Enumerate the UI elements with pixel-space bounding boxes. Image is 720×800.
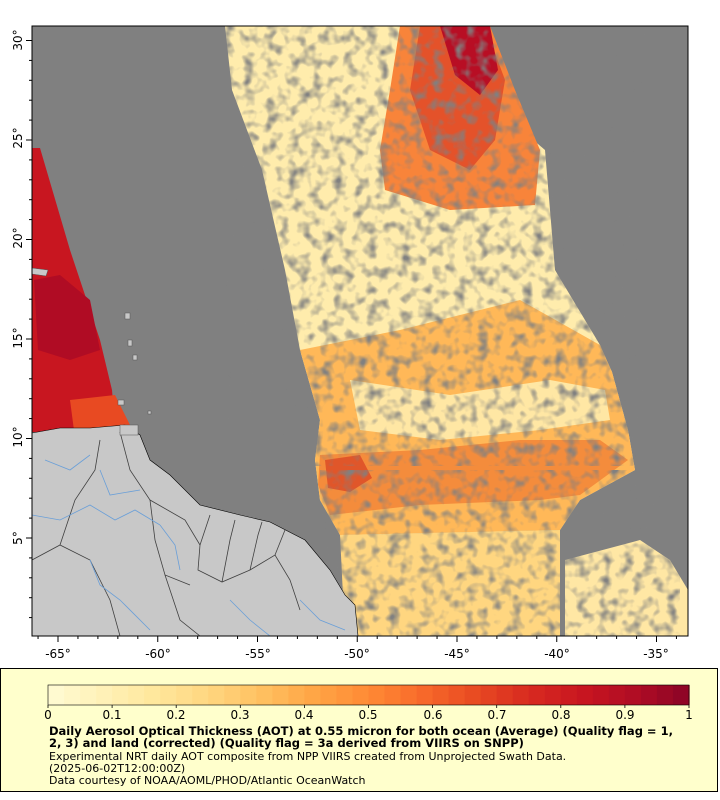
colorbar-cell (192, 685, 209, 705)
aot-map: -65° -60° -55° -50° -45° -40° -35° 5° 10… (11, 25, 689, 661)
colorbar-tick-label: 0.8 (551, 708, 570, 722)
plot-frame (31, 25, 689, 637)
colorbar-cell (496, 685, 514, 705)
colorbar-cell (160, 685, 177, 705)
colorbar-cells (48, 685, 690, 705)
x-tick-label: -60° (145, 647, 171, 661)
colorbar-tick-label: 0.2 (166, 708, 185, 722)
x-tick-label: -45° (444, 647, 470, 661)
colorbar-cell (512, 685, 530, 705)
colorbar: 0 0.1 0.2 0.3 0.4 0.5 0.6 0.7 0.8 0.9 1 (44, 684, 693, 722)
colorbar-cell (336, 685, 354, 705)
colorbar-cell (80, 685, 97, 705)
colorbar-cell (320, 685, 338, 705)
colorbar-cell (208, 685, 225, 705)
colorbar-cell (304, 685, 322, 705)
rivers (32, 454, 346, 636)
colorbar-cell (464, 685, 482, 705)
colorbar-cell (96, 685, 113, 705)
x-tick-label: -50° (344, 647, 370, 661)
colorbar-tick-label: 0.9 (615, 708, 634, 722)
colorbar-cell (144, 685, 161, 705)
colorbar-cell (592, 685, 610, 705)
colorbar-cell (656, 685, 674, 705)
colorbar-cell (416, 685, 434, 705)
colorbar-labels: 0 0.1 0.2 0.3 0.4 0.5 0.6 0.7 0.8 0.9 1 (44, 708, 693, 722)
y-tick-label: 20° (11, 227, 25, 248)
colorbar-cell (288, 685, 306, 705)
caption-title: Daily Aerosol Optical Thickness (AOT) at… (49, 724, 673, 750)
axis-ticks (26, 40, 677, 642)
colorbar-cell (448, 685, 466, 705)
colorbar-cell (240, 685, 257, 705)
colorbar-cell (272, 685, 289, 705)
colorbar-tick-label: 0.1 (102, 708, 121, 722)
colorbar-cell (128, 685, 145, 705)
caption-credit: Data courtesy of NOAA/AOML/PHOD/Atlantic… (49, 774, 366, 787)
colorbar-cell (64, 685, 81, 705)
colorbar-tick-label: 0.3 (230, 708, 249, 722)
colorbar-cell (608, 685, 626, 705)
colorbar-cell (384, 685, 402, 705)
legend-panel: 0 0.1 0.2 0.3 0.4 0.5 0.6 0.7 0.8 0.9 1 … (0, 668, 718, 792)
y-tick-label: 30° (11, 29, 25, 50)
colorbar-ticks (47, 705, 690, 708)
colorbar-tick-label: 0.7 (487, 708, 506, 722)
x-tick-label: -40° (544, 647, 570, 661)
colorbar-cell (224, 685, 241, 705)
land-south-america (32, 424, 359, 636)
y-tick-label: 5° (11, 531, 25, 545)
colorbar-cell (400, 685, 418, 705)
x-tick-label: -55° (245, 647, 271, 661)
colorbar-cell (256, 685, 273, 705)
caption-timestamp: (2025-06-02T12:00:00Z) (49, 762, 186, 775)
colorbar-tick-label: 0 (44, 708, 52, 722)
colorbar-tick-label: 1 (685, 708, 693, 722)
colorbar-cell (544, 685, 562, 705)
aot-swath (225, 26, 688, 636)
aot-west-strip (32, 148, 130, 438)
x-tick-label: -65° (45, 647, 71, 661)
colorbar-cell (640, 685, 658, 705)
colorbar-cell (560, 685, 578, 705)
colorbar-cell (672, 685, 690, 705)
colorbar-cell (528, 685, 546, 705)
y-tick-label: 15° (11, 327, 25, 348)
y-axis-labels: 5° 10° 15° 20° 25° 30° (11, 29, 25, 544)
colorbar-cell (368, 685, 386, 705)
x-axis-labels: -65° -60° -55° -50° -45° -40° -35° (45, 647, 669, 661)
caribbean-islands (32, 267, 152, 436)
colorbar-cell (480, 685, 498, 705)
y-tick-label: 10° (11, 426, 25, 447)
y-tick-label: 25° (11, 127, 25, 148)
colorbar-cell (576, 685, 594, 705)
colorbar-tick-label: 0.6 (423, 708, 442, 722)
colorbar-cell (352, 685, 370, 705)
colorbar-cell (432, 685, 450, 705)
colorbar-cell (48, 685, 65, 705)
colorbar-cell (112, 685, 129, 705)
caption-subtitle: Experimental NRT daily AOT composite fro… (49, 750, 567, 763)
colorbar-tick-label: 0.5 (358, 708, 377, 722)
colorbar-cell (624, 685, 642, 705)
colorbar-tick-label: 0.4 (294, 708, 313, 722)
x-tick-label: -35° (643, 647, 669, 661)
colorbar-cell (176, 685, 193, 705)
